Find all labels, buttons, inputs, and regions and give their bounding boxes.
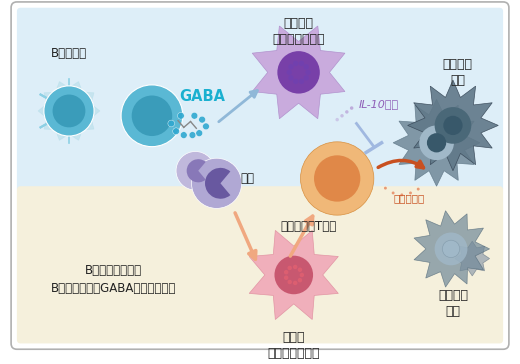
Text: B細胞欠損または
B細胞特異的にGABA合成酵素欠損: B細胞欠損または B細胞特異的にGABA合成酵素欠損: [50, 264, 176, 295]
Circle shape: [409, 191, 412, 194]
Circle shape: [340, 114, 344, 118]
Circle shape: [121, 85, 183, 147]
Text: 炎症性
マクロファージ: 炎症性 マクロファージ: [267, 331, 320, 360]
Polygon shape: [455, 241, 490, 276]
Circle shape: [203, 123, 210, 130]
Circle shape: [417, 188, 420, 190]
Circle shape: [299, 79, 304, 84]
FancyBboxPatch shape: [11, 2, 509, 349]
Circle shape: [191, 112, 198, 119]
Circle shape: [180, 132, 187, 138]
Circle shape: [168, 120, 175, 127]
Text: B系統細胞: B系統細胞: [51, 47, 87, 60]
FancyBboxPatch shape: [17, 8, 503, 192]
Circle shape: [443, 240, 460, 258]
Circle shape: [288, 266, 292, 270]
Circle shape: [435, 107, 471, 144]
Circle shape: [288, 64, 294, 70]
Circle shape: [314, 155, 360, 202]
Text: 腫瘍細胞
増殖: 腫瘍細胞 増殖: [443, 58, 473, 87]
Circle shape: [199, 116, 205, 123]
Circle shape: [345, 110, 348, 114]
Circle shape: [293, 265, 297, 269]
Circle shape: [284, 276, 289, 280]
Circle shape: [384, 187, 387, 190]
Circle shape: [301, 142, 374, 215]
Polygon shape: [393, 99, 480, 186]
Polygon shape: [38, 82, 100, 140]
Circle shape: [305, 70, 310, 75]
Polygon shape: [252, 26, 345, 119]
Circle shape: [335, 118, 339, 121]
FancyBboxPatch shape: [17, 186, 503, 344]
Circle shape: [191, 158, 242, 208]
Text: 殺傷性物質: 殺傷性物質: [394, 193, 425, 203]
Polygon shape: [414, 211, 490, 287]
Text: IL-10など: IL-10など: [358, 99, 398, 109]
Circle shape: [173, 128, 179, 135]
Circle shape: [189, 132, 196, 138]
Circle shape: [435, 233, 467, 265]
Polygon shape: [408, 80, 498, 171]
Circle shape: [293, 79, 298, 84]
Text: 腫瘍細胞
死亡: 腫瘍細胞 死亡: [438, 289, 468, 318]
Circle shape: [277, 51, 320, 94]
Circle shape: [298, 278, 302, 282]
Circle shape: [287, 70, 292, 75]
Wedge shape: [205, 168, 230, 199]
Circle shape: [53, 95, 85, 127]
Circle shape: [427, 133, 446, 153]
Circle shape: [44, 86, 94, 136]
Circle shape: [444, 116, 463, 135]
Circle shape: [132, 95, 172, 136]
Circle shape: [275, 256, 313, 294]
Circle shape: [284, 270, 289, 274]
Circle shape: [298, 268, 302, 272]
Circle shape: [177, 112, 184, 119]
Circle shape: [300, 273, 304, 277]
Circle shape: [196, 130, 203, 136]
Circle shape: [392, 191, 395, 194]
Text: 単球: 単球: [241, 172, 255, 185]
Circle shape: [288, 75, 294, 80]
Circle shape: [288, 280, 292, 284]
Text: GABA: GABA: [179, 89, 225, 104]
Text: 細胞傷害性T細胞: 細胞傷害性T細胞: [280, 220, 336, 233]
Circle shape: [176, 151, 215, 190]
Circle shape: [419, 126, 454, 160]
Circle shape: [350, 106, 354, 110]
Circle shape: [304, 64, 309, 70]
Circle shape: [304, 75, 309, 80]
Text: 抗炎症性
マクロファージ: 抗炎症性 マクロファージ: [272, 17, 325, 46]
Circle shape: [400, 193, 404, 196]
Circle shape: [293, 281, 297, 285]
Polygon shape: [249, 230, 339, 320]
Circle shape: [299, 61, 304, 66]
Circle shape: [293, 61, 298, 66]
Wedge shape: [187, 159, 206, 182]
